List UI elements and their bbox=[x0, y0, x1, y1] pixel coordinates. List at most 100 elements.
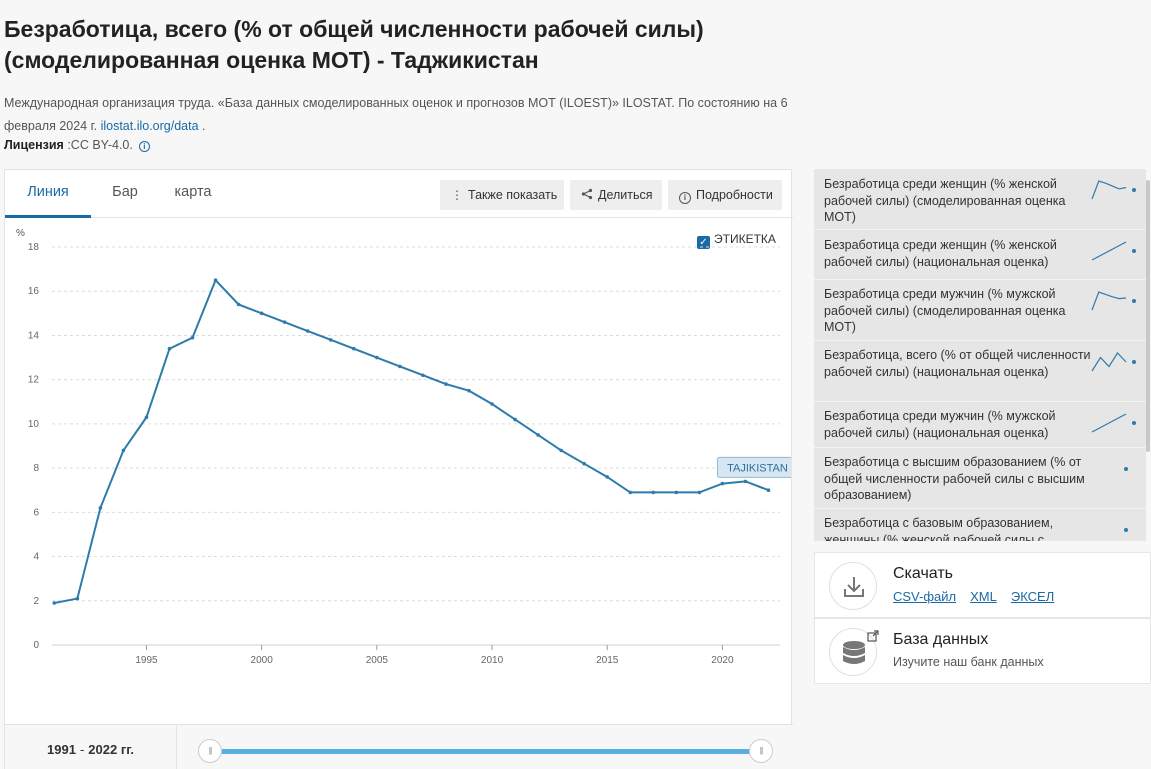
data-point bbox=[536, 433, 540, 437]
range-label: 1991-2022 гг. bbox=[5, 725, 177, 769]
sparkline bbox=[1091, 352, 1136, 372]
y-axis-unit-label: % bbox=[16, 228, 25, 239]
external-link-icon bbox=[867, 629, 879, 647]
data-point bbox=[628, 490, 633, 495]
data-point bbox=[559, 448, 563, 453]
download-csv-link[interactable]: CSV-файл bbox=[893, 589, 957, 604]
data-point bbox=[305, 329, 310, 333]
y-tick-label: 4 bbox=[33, 552, 39, 563]
label-toggle[interactable]: ✓ ЭТИКЕТКА bbox=[697, 232, 776, 249]
download-card: Скачать CSV-файл XML ЭКСЕЛ bbox=[814, 552, 1151, 618]
data-point bbox=[766, 488, 771, 493]
checkbox-checked-icon[interactable]: ✓ bbox=[697, 236, 710, 249]
related-item[interactable]: Безработица среди мужчин (% мужской рабо… bbox=[814, 402, 1146, 448]
range-separator: - bbox=[79, 742, 85, 757]
range-to: 2022 гг. bbox=[88, 742, 134, 757]
sparkline bbox=[1091, 241, 1136, 261]
data-point bbox=[490, 402, 494, 406]
data-point bbox=[213, 278, 218, 282]
sparkline bbox=[1124, 528, 1128, 532]
related-item[interactable]: Безработица, всего (% от общей численнос… bbox=[814, 341, 1146, 402]
database-subtitle: Изучите наш банк данных bbox=[893, 655, 1044, 669]
tab-map[interactable]: карта bbox=[174, 184, 212, 200]
share-icon bbox=[580, 180, 594, 210]
related-item[interactable]: Безработица среди женщин (% женской рабо… bbox=[814, 230, 1146, 280]
data-point bbox=[121, 448, 126, 453]
range-slider-start-handle[interactable]: ||| bbox=[198, 739, 222, 763]
range-slider-end-handle[interactable]: ||| bbox=[749, 739, 773, 763]
tab-bar[interactable]: Бар bbox=[112, 184, 138, 200]
y-tick-label: 6 bbox=[33, 507, 39, 518]
details-button[interactable]: i Подробности bbox=[668, 180, 782, 210]
range-from: 1991 bbox=[47, 742, 76, 757]
sparkline-end-point bbox=[1124, 467, 1128, 471]
related-item[interactable]: Безработица с базовым образованием, женщ… bbox=[814, 509, 1146, 541]
source-note: Международная организация труда. «База д… bbox=[4, 92, 794, 138]
sparkline bbox=[1091, 180, 1136, 200]
data-point bbox=[582, 461, 586, 466]
data-point bbox=[467, 388, 471, 393]
also-show-button[interactable]: ⋮ Также показать bbox=[440, 180, 564, 210]
y-tick-label: 18 bbox=[28, 242, 40, 253]
data-point bbox=[513, 417, 517, 422]
sparkline-end-point bbox=[1132, 188, 1136, 192]
data-point bbox=[398, 364, 402, 369]
y-tick-label: 10 bbox=[28, 419, 40, 430]
tab-line[interactable]: Линия bbox=[5, 170, 91, 218]
related-item-label: Безработица среди женщин (% женской рабо… bbox=[824, 238, 1057, 269]
range-slider-track[interactable] bbox=[211, 749, 763, 754]
data-point bbox=[605, 475, 610, 479]
sparkline-end-point bbox=[1132, 299, 1136, 303]
related-item[interactable]: Безработица среди мужчин (% мужской рабо… bbox=[814, 280, 1146, 341]
data-point bbox=[167, 346, 172, 351]
data-point bbox=[351, 346, 356, 351]
chart-tabs: Линия Бар карта ⋮ Также показать Делиться… bbox=[5, 170, 793, 218]
scrollbar[interactable] bbox=[1146, 180, 1150, 452]
download-excel-link[interactable]: ЭКСЕЛ bbox=[1010, 589, 1055, 604]
also-show-label: Также показать bbox=[468, 188, 558, 202]
data-point bbox=[743, 479, 748, 484]
y-tick-label: 8 bbox=[33, 463, 39, 474]
x-tick-label: 2000 bbox=[251, 655, 274, 665]
data-point bbox=[259, 311, 264, 316]
related-indicators: Безработица среди женщин (% женской рабо… bbox=[814, 169, 1146, 541]
sparkline-end-point bbox=[1132, 360, 1136, 364]
data-point bbox=[190, 335, 195, 340]
data-point bbox=[697, 490, 702, 495]
download-xml-link[interactable]: XML bbox=[970, 589, 997, 604]
sparkline-path bbox=[1091, 352, 1127, 372]
license-note: Лицензия :CC BY-4.0. i bbox=[4, 138, 150, 152]
line-chart: % 0 2 4 6 8 10 12 14 16 18 1995 2000 2005 2010 2015 2020… bbox=[16, 228, 791, 665]
x-tick-label: 2005 bbox=[366, 655, 389, 665]
series-line bbox=[54, 278, 769, 604]
data-point bbox=[421, 373, 425, 378]
source-text: Международная организация труда. «База д… bbox=[4, 96, 788, 133]
source-link[interactable]: ilostat.ilo.org/data bbox=[100, 119, 199, 133]
license-value: :CC BY-4.0. bbox=[63, 138, 133, 152]
share-button[interactable]: Делиться bbox=[570, 180, 662, 210]
related-item-label: Безработица с базовым образованием, женщ… bbox=[824, 516, 1054, 541]
label-toggle-text: ЭТИКЕТКА bbox=[714, 232, 776, 246]
x-tick-label: 1995 bbox=[135, 655, 158, 665]
series-label: TAJIKISTAN bbox=[727, 462, 788, 474]
related-item[interactable]: Безработица с высшим образованием (% от … bbox=[814, 448, 1146, 509]
sparkline-path bbox=[1091, 180, 1127, 200]
page-title: Безработица, всего (% от общей численнос… bbox=[4, 16, 704, 73]
y-tick-label: 16 bbox=[28, 286, 40, 297]
details-label: Подробности bbox=[696, 188, 773, 202]
data-point bbox=[720, 481, 725, 486]
sparkline-end-point bbox=[1132, 421, 1136, 425]
more-vertical-icon: ⋮ bbox=[451, 188, 463, 202]
related-item-label: Безработица с высшим образованием (% от … bbox=[824, 455, 1085, 502]
data-point bbox=[144, 415, 149, 420]
sparkline bbox=[1091, 291, 1136, 311]
data-point bbox=[651, 490, 656, 495]
info-icon[interactable]: i bbox=[138, 141, 150, 152]
x-tick-label: 2010 bbox=[481, 655, 504, 665]
database-title: База данных bbox=[893, 631, 989, 648]
sparkline-end-point bbox=[1132, 249, 1136, 253]
data-point bbox=[282, 320, 287, 324]
related-item[interactable]: Безработица среди женщин (% женской рабо… bbox=[814, 169, 1146, 230]
sparkline-path bbox=[1091, 241, 1127, 261]
database-card[interactable]: База данных Изучите наш банк данных bbox=[814, 618, 1151, 684]
